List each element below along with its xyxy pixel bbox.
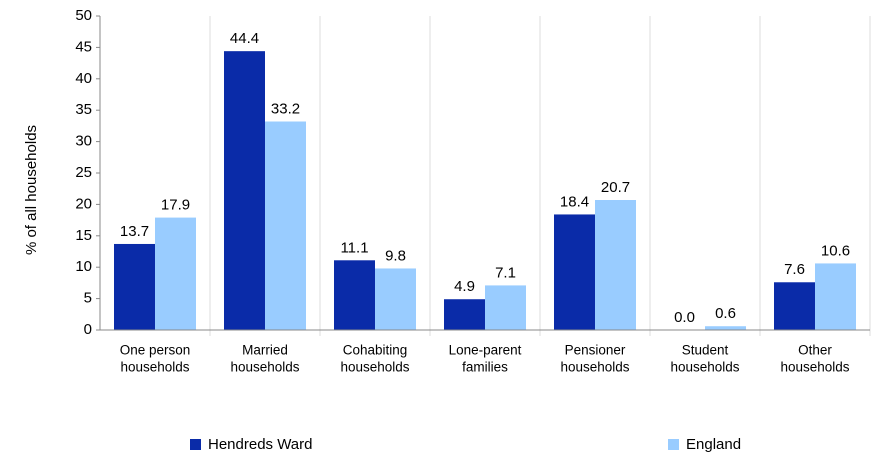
bar (774, 282, 815, 330)
bar (265, 121, 306, 330)
x-tick-label: households (670, 360, 739, 375)
y-tick-label: 5 (84, 290, 92, 307)
bar (334, 260, 375, 330)
legend-label: Hendreds Ward (208, 436, 313, 453)
x-tick-label: Pensioner (565, 343, 626, 358)
y-tick-label: 45 (75, 38, 92, 55)
bar (155, 217, 196, 330)
x-tick-label: families (462, 360, 508, 375)
bar (375, 268, 416, 330)
legend-label: England (686, 436, 741, 453)
data-label: 10.6 (821, 242, 850, 259)
bar (114, 243, 155, 330)
data-label: 44.4 (230, 30, 259, 47)
legend-swatch (668, 439, 679, 450)
y-tick-label: 20 (75, 195, 92, 212)
data-label: 18.4 (560, 193, 589, 210)
data-label: 7.6 (784, 261, 805, 278)
x-tick-label: households (120, 360, 189, 375)
bar (485, 285, 526, 330)
bar (705, 326, 746, 330)
y-tick-label: 10 (75, 258, 92, 275)
bar (224, 51, 265, 330)
x-tick-label: households (230, 360, 299, 375)
data-label: 11.1 (340, 239, 368, 256)
bar (595, 200, 636, 330)
y-tick-label: 30 (75, 133, 92, 150)
x-tick-label: One person (120, 343, 191, 358)
x-tick-label: Cohabiting (343, 343, 408, 358)
bar (444, 299, 485, 330)
y-tick-label: 25 (75, 164, 92, 181)
data-label: 4.9 (454, 278, 475, 295)
data-label: 9.8 (385, 247, 406, 264)
x-tick-label: Student (682, 343, 729, 358)
y-tick-label: 15 (75, 227, 92, 244)
x-tick-label: Married (242, 343, 288, 358)
data-label: 20.7 (601, 179, 630, 196)
bar (815, 263, 856, 330)
data-label: 0.0 (674, 309, 695, 326)
data-label: 33.2 (271, 100, 300, 117)
x-tick-label: households (560, 360, 629, 375)
x-tick-label: households (340, 360, 409, 375)
data-label: 13.7 (120, 223, 149, 240)
y-tick-label: 50 (75, 7, 92, 24)
y-tick-label: 35 (75, 101, 92, 118)
bar (554, 214, 595, 330)
x-tick-label: Lone-parent (449, 343, 522, 358)
legend-swatch (190, 439, 201, 450)
data-label: 0.6 (715, 305, 736, 322)
data-label: 7.1 (495, 264, 516, 281)
x-tick-label: Other (798, 343, 832, 358)
x-tick-label: households (780, 360, 849, 375)
y-tick-label: 40 (75, 70, 92, 87)
data-label: 17.9 (161, 197, 190, 214)
y-axis-label: % of all households (23, 125, 40, 255)
y-tick-label: 0 (84, 321, 92, 338)
